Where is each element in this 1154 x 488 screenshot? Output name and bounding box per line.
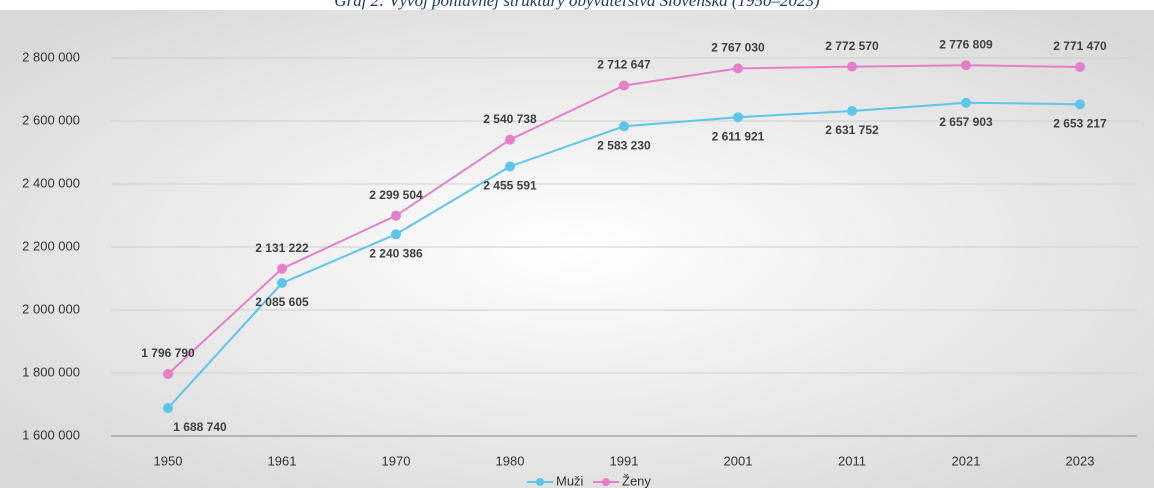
data-label: 2 712 647 — [597, 58, 651, 72]
x-tick-label: 1980 — [496, 453, 525, 468]
data-label: 2 611 921 — [712, 129, 765, 143]
y-tick-label: 1 600 000 — [22, 427, 80, 442]
x-tick-label: 2001 — [724, 453, 753, 468]
data-label: 2 653 217 — [1053, 116, 1107, 130]
y-tick-label: 1 800 000 — [22, 364, 80, 379]
marker — [847, 61, 857, 72]
x-tick-label: 2021 — [952, 453, 981, 468]
legend-label: Muži — [556, 473, 584, 488]
data-label: 2 131 222 — [255, 241, 309, 255]
data-label: 2 772 570 — [825, 39, 879, 53]
data-label: 2 776 809 — [939, 37, 993, 51]
background — [0, 10, 1154, 488]
legend-marker — [602, 478, 610, 486]
data-label: 2 657 903 — [939, 115, 993, 129]
x-tick-label: 1991 — [610, 453, 639, 468]
y-tick-label: 2 400 000 — [22, 175, 80, 190]
x-tick-label: 1961 — [268, 453, 297, 468]
data-label: 2 583 230 — [597, 138, 651, 152]
data-label: 2 299 504 — [369, 188, 423, 202]
data-label: 2 085 605 — [255, 295, 309, 309]
marker — [505, 134, 515, 145]
x-tick-label: 2023 — [1066, 453, 1095, 468]
data-label: 2 771 470 — [1053, 39, 1107, 53]
data-label: 1 688 740 — [173, 420, 227, 434]
data-label: 2 455 591 — [483, 179, 537, 193]
x-tick-label: 1970 — [382, 453, 411, 468]
marker — [733, 112, 743, 123]
y-tick-label: 2 000 000 — [22, 301, 80, 316]
data-label: 2 540 738 — [483, 112, 537, 126]
data-label: 2 631 752 — [825, 123, 879, 137]
data-label: 2 767 030 — [711, 41, 765, 55]
x-tick-label: 1950 — [154, 453, 183, 468]
y-tick-label: 2 800 000 — [22, 49, 80, 64]
data-label: 1 796 790 — [141, 346, 195, 360]
marker — [961, 97, 971, 108]
chart-title: Graf 2: Vývoj pohlavnej štruktúry obyvat… — [334, 0, 820, 10]
marker — [163, 403, 173, 414]
marker — [277, 263, 287, 274]
legend-label: Ženy — [622, 473, 651, 488]
marker — [391, 210, 401, 221]
y-tick-label: 2 600 000 — [22, 112, 80, 127]
data-label: 2 240 386 — [369, 246, 423, 260]
legend-marker — [536, 478, 544, 486]
x-tick-label: 2011 — [838, 453, 866, 468]
marker — [391, 229, 401, 240]
marker — [1075, 99, 1085, 110]
marker — [619, 80, 629, 91]
marker — [847, 105, 857, 116]
marker — [505, 161, 515, 172]
marker — [163, 369, 173, 380]
y-tick-label: 2 200 000 — [22, 238, 80, 253]
marker — [277, 278, 287, 289]
marker — [961, 60, 971, 71]
marker — [733, 63, 743, 74]
marker — [619, 121, 629, 132]
marker — [1075, 61, 1085, 72]
